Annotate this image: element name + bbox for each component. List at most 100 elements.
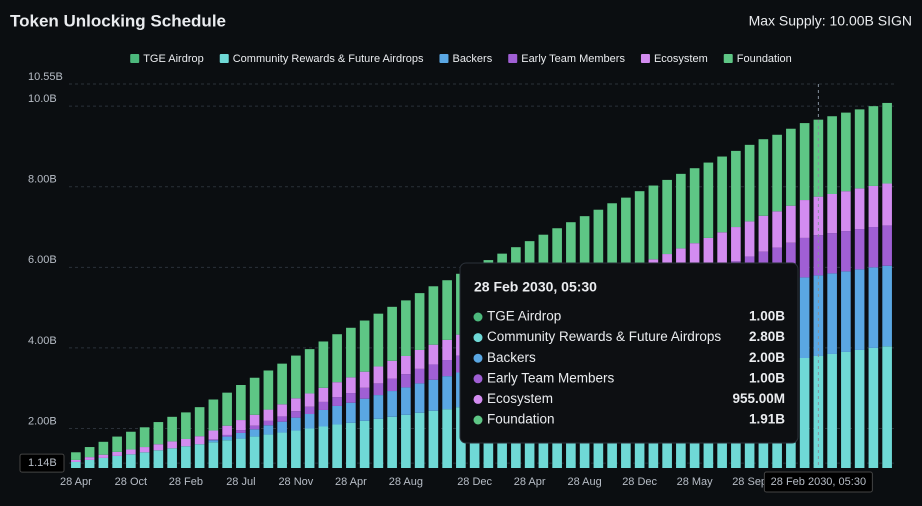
bar-segment — [263, 434, 274, 468]
x-tick-label: 28 Nov — [278, 476, 313, 488]
bar-segment — [579, 216, 590, 287]
bar-segment — [882, 265, 892, 347]
bar-segment — [71, 461, 81, 468]
bar-segment — [277, 416, 287, 422]
bar-segment — [799, 123, 810, 201]
x-tick-label: 28 Aug — [567, 476, 601, 488]
bar-segment — [827, 273, 837, 354]
bar-segment — [401, 374, 411, 388]
bar-segment — [648, 185, 659, 260]
bar-segment — [208, 439, 219, 441]
bar-segment — [882, 183, 892, 226]
tooltip-dot — [473, 333, 483, 343]
bar-segment — [304, 393, 315, 407]
bar-segment — [387, 391, 397, 417]
bar-segment — [84, 459, 95, 468]
bar-segment — [153, 444, 164, 451]
bar-segment — [264, 469, 274, 506]
bar-segment — [153, 450, 164, 468]
tooltip-dot — [473, 312, 483, 322]
bar-segment — [236, 420, 246, 431]
bar-segment — [827, 194, 837, 234]
bar-segment — [126, 454, 136, 468]
legend-swatch — [508, 54, 518, 63]
bar-segment — [222, 436, 232, 441]
legend-swatch — [219, 54, 229, 63]
bar-segment — [717, 156, 727, 233]
bar-segment — [634, 191, 645, 265]
bar-segment — [662, 179, 672, 255]
bar-segment — [387, 378, 397, 392]
bar-segment — [566, 222, 576, 292]
legend: TGE Airdrop Community Rewards & Future Ai… — [130, 53, 792, 65]
bar-segment — [167, 441, 177, 449]
tooltip-name: TGE Airdrop — [487, 309, 561, 324]
bar-segment — [621, 197, 631, 270]
bar-segment — [868, 185, 879, 228]
bar-segment — [139, 447, 150, 453]
bar-segment — [263, 370, 274, 410]
bar-segment — [552, 469, 562, 506]
tooltip-dot — [473, 353, 483, 363]
crosshair-label-box — [763, 471, 873, 493]
bar-segment — [112, 436, 122, 452]
bar-segment — [304, 414, 315, 429]
bar-segment — [428, 344, 439, 365]
bar-segment — [868, 106, 879, 186]
bar-segment — [414, 368, 425, 384]
bar-segment — [442, 409, 452, 468]
bar-segment — [401, 355, 411, 375]
bar-segment — [442, 280, 452, 340]
bar-segment — [332, 382, 342, 398]
bar-segment — [291, 355, 301, 399]
bar-segment — [277, 404, 287, 417]
bar-segment — [304, 428, 315, 468]
bar-segment — [373, 383, 384, 396]
bar-segment — [222, 440, 232, 468]
bar-segment — [291, 430, 301, 468]
bar-segment — [827, 233, 837, 274]
x-tick-label: 28 Apr — [514, 476, 546, 488]
bar-segment — [854, 269, 865, 350]
bar-segment — [98, 441, 109, 455]
bar-segment — [772, 134, 782, 212]
bar-segment — [277, 432, 287, 468]
bar-segment — [291, 398, 301, 412]
bar-segment — [799, 200, 810, 238]
legend-label: Foundation — [737, 53, 792, 65]
bar-segment — [662, 469, 672, 506]
bar-segment — [167, 448, 177, 468]
bar-segment — [222, 434, 232, 437]
bar-segment — [359, 420, 370, 468]
bar-segment — [222, 425, 232, 435]
bar-segment — [318, 341, 329, 388]
bar-segment — [99, 469, 109, 506]
bar-segment — [332, 397, 342, 406]
y-tick-label: 8.00B — [28, 174, 57, 186]
bar-segment — [249, 414, 260, 426]
bar-segment — [373, 395, 384, 419]
bar-segment — [772, 211, 782, 248]
bar-segment — [882, 346, 892, 468]
bar-segment — [208, 430, 219, 440]
bar-segment — [71, 452, 81, 460]
bar-segment — [813, 235, 824, 276]
bar-segment — [277, 363, 287, 405]
bar-segment — [414, 349, 425, 369]
bar-segment — [428, 364, 439, 380]
bar-segment — [84, 457, 95, 460]
tooltip-value: 2.80B — [749, 329, 785, 344]
bar-segment — [676, 173, 686, 249]
legend-label: Community Rewards & Future Airdrops — [233, 53, 424, 65]
bar-segment — [249, 425, 260, 430]
bar-segment — [319, 469, 329, 506]
overlay: 1.14B 2.00B 4.00B 6.00B 8.00B 10.0B 10.55B 28 A… — [19, 71, 873, 493]
tooltip-value: 2.00B — [749, 350, 785, 365]
bar-segment — [359, 398, 370, 421]
bar-segment — [799, 357, 810, 468]
bar-segment — [359, 320, 370, 372]
bar-segment — [304, 406, 315, 415]
bar-segment — [689, 243, 700, 276]
legend-label: Backers — [452, 53, 492, 65]
